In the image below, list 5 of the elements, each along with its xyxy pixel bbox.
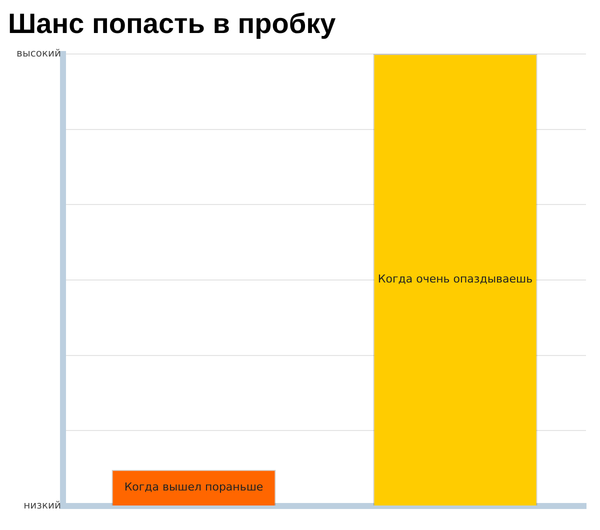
text: низкий	[24, 500, 61, 512]
x-tick-label: Когда вышел пораньше	[124, 480, 264, 494]
text: высокий	[16, 48, 61, 60]
chart-title: Шанс попасть в пробку	[8, 8, 337, 40]
x-tick-label: Когда очень опаздываешь	[378, 272, 533, 286]
